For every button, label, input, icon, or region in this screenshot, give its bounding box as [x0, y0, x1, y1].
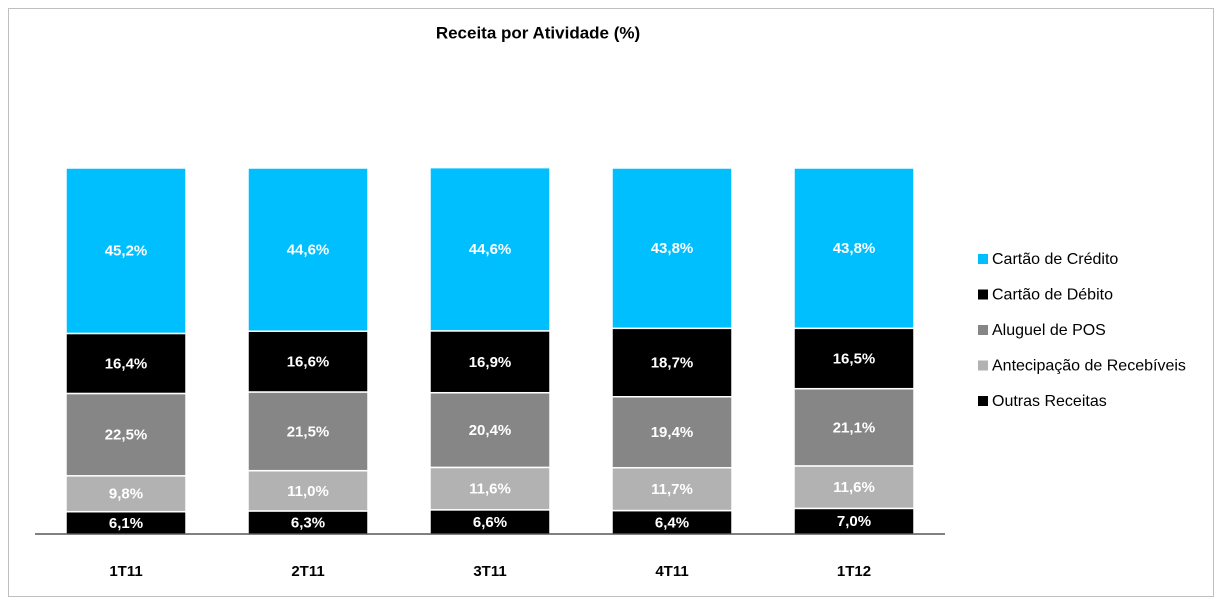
data-label: 7,0% — [837, 513, 871, 530]
bar-segment — [429, 466, 551, 511]
bar-segment — [429, 166, 551, 332]
bar-segment — [793, 507, 915, 535]
bar-segment — [611, 167, 733, 330]
legend-label: Cartão de Crédito — [992, 251, 1118, 268]
data-label: 16,9% — [469, 354, 512, 371]
bar-segment — [247, 391, 369, 472]
data-label: 44,6% — [469, 241, 512, 258]
data-label: 43,8% — [833, 240, 876, 257]
data-label: 43,8% — [651, 240, 694, 257]
legend-swatch — [978, 289, 988, 300]
data-label: 18,7% — [651, 354, 694, 371]
data-label: 21,5% — [287, 423, 330, 440]
data-label: 44,6% — [287, 242, 330, 259]
chart-frame — [8, 8, 1214, 597]
legend-label: Cartão de Débito — [992, 287, 1113, 304]
bar-segment — [65, 167, 187, 335]
legend-label: Antecipação de Recebíveis — [992, 358, 1186, 375]
data-label: 11,6% — [833, 479, 875, 496]
x-tick-label: 1T11 — [109, 563, 142, 580]
legend-swatch — [978, 325, 988, 335]
bar-segment — [247, 469, 369, 512]
legend-swatch — [978, 396, 988, 406]
data-label: 45,2% — [105, 243, 148, 260]
bar-segment — [793, 327, 915, 390]
bar-segment — [65, 332, 187, 395]
bar-segment — [429, 509, 551, 535]
bar-segment — [793, 167, 915, 330]
bar-segment — [611, 327, 733, 398]
bar-segment — [247, 330, 369, 393]
data-label: 6,4% — [655, 514, 689, 531]
data-label: 21,1% — [833, 419, 876, 436]
data-label: 11,7% — [651, 481, 693, 498]
data-label: 9,8% — [109, 486, 143, 503]
chart-title: Receita por Atividade (%) — [436, 23, 640, 42]
data-label: 11,0% — [287, 483, 329, 500]
x-tick-label: 2T11 — [291, 563, 324, 580]
data-label: 6,3% — [291, 514, 325, 531]
bar-segment — [793, 465, 915, 510]
legend-swatch — [978, 360, 988, 371]
bar-segment — [793, 387, 915, 467]
data-label: 6,1% — [109, 515, 143, 532]
data-label: 6,6% — [473, 514, 507, 531]
data-label: 11,6% — [469, 481, 511, 498]
legend-label: Outras Receitas — [992, 393, 1107, 410]
data-label: 16,4% — [105, 355, 148, 372]
bar-segment — [429, 330, 551, 394]
x-tick-label: 4T11 — [655, 563, 688, 580]
x-tick-label: 1T12 — [837, 563, 871, 580]
x-tick-label: 3T11 — [473, 563, 506, 580]
data-label: 16,6% — [287, 354, 330, 371]
data-label: 19,4% — [651, 424, 694, 441]
data-label: 22,5% — [105, 427, 148, 444]
data-label: 20,4% — [469, 422, 512, 439]
bar-segment — [611, 467, 733, 512]
legend-label: Aluguel de POS — [992, 322, 1106, 339]
bar-segment — [611, 396, 733, 469]
legend-swatch — [978, 254, 988, 264]
bar-segment — [429, 391, 551, 469]
data-label: 16,5% — [833, 350, 876, 367]
bar-segment — [65, 392, 187, 477]
bar-segment — [247, 167, 369, 332]
